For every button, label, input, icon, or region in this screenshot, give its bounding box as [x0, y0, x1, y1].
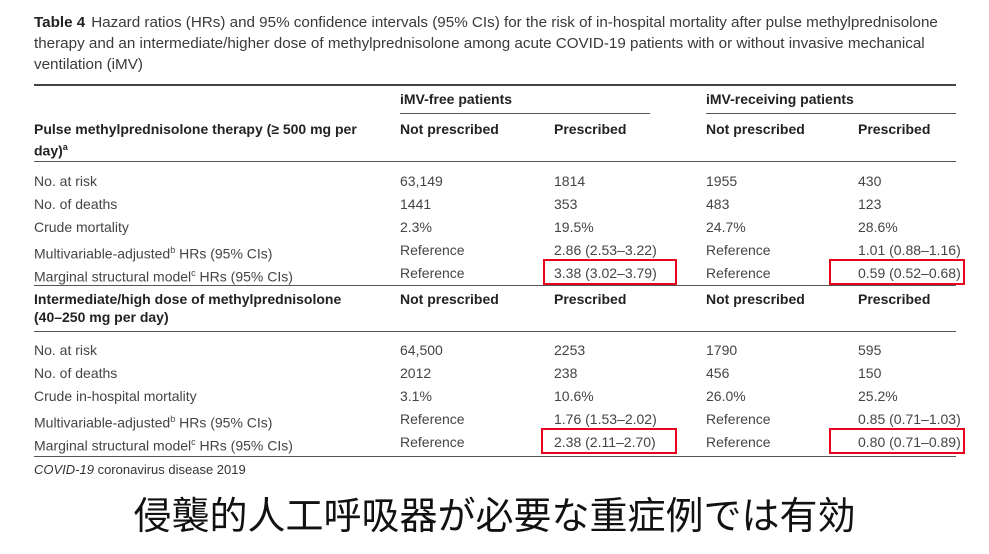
table-row-label: No. of deaths — [34, 365, 118, 381]
table-cell: 123 — [858, 196, 882, 212]
s2-col-not-prescribed-imv-free: Not prescribed — [400, 291, 499, 307]
table-cell: 2.86 (2.53–3.22) — [554, 242, 657, 258]
bottom-rule — [34, 456, 956, 457]
section1-header-rule — [34, 161, 956, 162]
japanese-annotation: 侵襲的人工呼吸器が必要な重症例では有効 — [133, 494, 856, 538]
s2-col-prescribed-imv-free: Prescribed — [554, 291, 627, 307]
table-cell: Reference — [400, 434, 465, 450]
table-cell: 3.1% — [400, 388, 432, 404]
table-row-label: Multivariable-adjustedb HRs (95% CIs) — [34, 245, 273, 262]
section1-title-sup: a — [62, 142, 68, 152]
table-row-label: No. of deaths — [34, 196, 118, 212]
table-cell: 1.01 (0.88–1.16) — [858, 242, 961, 258]
section-divider — [34, 285, 956, 286]
table-cell: 238 — [554, 365, 578, 381]
s1-col-prescribed-imv-receiving: Prescribed — [858, 121, 931, 137]
section1-title: Pulse methylprednisolone therapy (≥ 500 … — [34, 120, 374, 160]
section2-title: Intermediate/high dose of methylpredniso… — [34, 291, 342, 325]
table-cell: Reference — [400, 265, 465, 281]
table-cell: 0.80 (0.71–0.89) — [858, 434, 961, 450]
group-header-imv-free: iMV-free patients — [400, 91, 513, 107]
table-cell: 483 — [706, 196, 730, 212]
table-cell: 1814 — [554, 173, 586, 189]
table-cell: 430 — [858, 173, 882, 189]
s1-col-not-prescribed-imv-receiving: Not prescribed — [706, 121, 805, 137]
table-row-label: Crude mortality — [34, 219, 129, 235]
table-cell: Reference — [400, 411, 465, 427]
group-rule-imv-free — [400, 113, 650, 114]
table-cell: 3.38 (3.02–3.79) — [554, 265, 657, 281]
highlight-box-s2-imv-receiving — [829, 428, 965, 454]
s1-col-prescribed-imv-free: Prescribed — [554, 121, 627, 137]
table-cell: 0.85 (0.71–1.03) — [858, 411, 961, 427]
table-cell: 456 — [706, 365, 730, 381]
table-footnote: COVID-19 coronavirus disease 2019 — [34, 462, 246, 477]
table-cell: 1441 — [400, 196, 432, 212]
table-cell: 24.7% — [706, 219, 746, 235]
table-cell: 1.76 (1.53–2.02) — [554, 411, 657, 427]
footnote-text: coronavirus disease 2019 — [93, 462, 246, 477]
section1-title-text: Pulse methylprednisolone therapy (≥ 500 … — [34, 121, 357, 159]
table-cell: 0.59 (0.52–0.68) — [858, 265, 961, 281]
table-cell: 25.2% — [858, 388, 898, 404]
top-rule — [34, 84, 956, 86]
table-row-label: No. at risk — [34, 173, 98, 189]
highlight-box-s1-imv-free — [543, 259, 677, 285]
highlight-box-s2-imv-free — [541, 428, 677, 454]
table-cell: Reference — [706, 242, 771, 258]
group-header-imv-receiving: iMV-receiving patients — [706, 91, 854, 107]
highlight-box-s1-imv-receiving — [829, 259, 965, 285]
table-label: Table 4 — [34, 14, 86, 31]
group-rule-imv-receiving — [706, 113, 956, 114]
table-cell: Reference — [706, 434, 771, 450]
table-cell: Reference — [400, 242, 465, 258]
s1-col-not-prescribed-imv-free: Not prescribed — [400, 121, 499, 137]
table-row-label: Marginal structural modelc HRs (95% CIs) — [34, 268, 293, 285]
table-row-label: Marginal structural modelc HRs (95% CIs) — [34, 437, 293, 454]
table-row-label: No. at risk — [34, 342, 98, 358]
table-cell: 64,500 — [400, 342, 443, 358]
table-cell: 10.6% — [554, 388, 594, 404]
s2-col-not-prescribed-imv-receiving: Not prescribed — [706, 291, 805, 307]
table-cell: 353 — [554, 196, 578, 212]
table-cell: 2.38 (2.11–2.70) — [554, 434, 656, 450]
table-cell: 63,149 — [400, 173, 443, 189]
table-cell: Reference — [706, 411, 771, 427]
table-cell: 150 — [858, 365, 882, 381]
table-caption: Table 4 Hazard ratios (HRs) and 95% confi… — [34, 12, 964, 75]
table-cell: 26.0% — [706, 388, 746, 404]
section2-header-rule — [34, 331, 956, 332]
table-cell: 2253 — [554, 342, 586, 358]
table-cell: 2012 — [400, 365, 432, 381]
s2-col-prescribed-imv-receiving: Prescribed — [858, 291, 931, 307]
caption-text: Hazard ratios (HRs) and 95% confidence i… — [34, 14, 938, 73]
table-row-label: Multivariable-adjustedb HRs (95% CIs) — [34, 414, 273, 431]
table-cell: Reference — [706, 265, 771, 281]
table-row-label: Crude in-hospital mortality — [34, 388, 197, 404]
table-cell: 2.3% — [400, 219, 432, 235]
footnote-abbr: COVID-19 — [34, 462, 94, 477]
table-cell: 595 — [858, 342, 882, 358]
table-cell: 28.6% — [858, 219, 898, 235]
table-cell: 1790 — [706, 342, 738, 358]
table-cell: 19.5% — [554, 219, 594, 235]
table-cell: 1955 — [706, 173, 738, 189]
